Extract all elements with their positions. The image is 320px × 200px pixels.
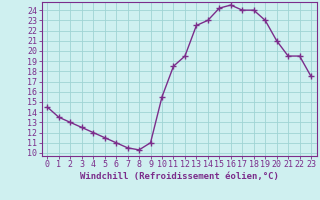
X-axis label: Windchill (Refroidissement éolien,°C): Windchill (Refroidissement éolien,°C): [80, 172, 279, 181]
